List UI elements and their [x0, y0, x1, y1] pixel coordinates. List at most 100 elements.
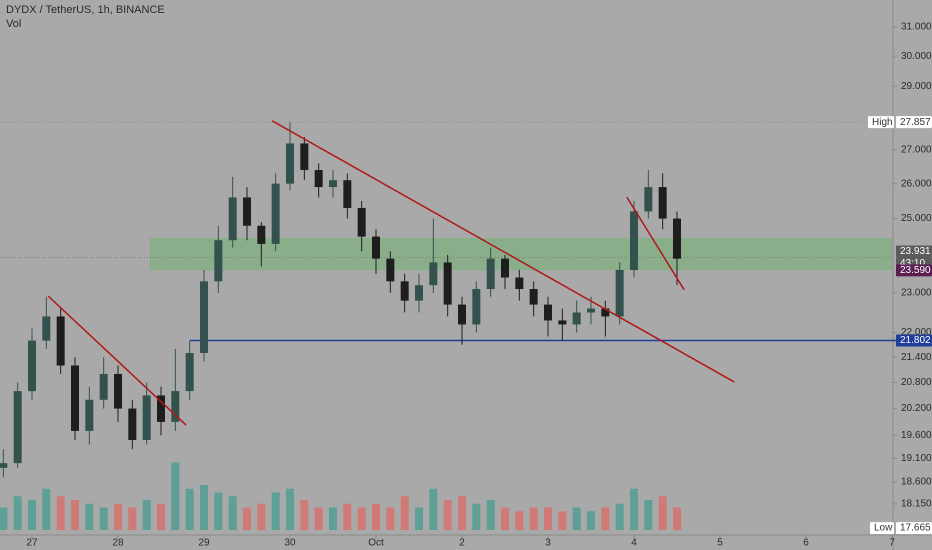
volume-bar	[672, 507, 681, 530]
volume-bar	[257, 503, 266, 530]
volume-bar	[629, 488, 638, 530]
low-label-box	[870, 522, 894, 535]
candle-body	[443, 262, 452, 305]
y-tick-label: 29.000	[901, 81, 932, 92]
volume-bar	[644, 500, 653, 530]
low-value-box	[896, 522, 932, 535]
y-tick-label: 18.150	[901, 499, 932, 510]
volume-bar	[113, 503, 122, 530]
x-tick-label: 29	[198, 538, 210, 549]
candle-body	[515, 277, 524, 290]
candle-body	[400, 281, 409, 301]
candle-body	[328, 180, 337, 188]
candle-body	[85, 399, 94, 431]
volume-bar	[572, 507, 581, 530]
volume-bar	[486, 500, 495, 530]
chart-title: DYDX / TetherUS, 1h, BINANCE	[6, 4, 165, 16]
candle-body	[572, 312, 581, 325]
volume-bar	[199, 485, 208, 530]
volume-bar	[300, 500, 309, 530]
last-price: 23.931	[900, 246, 931, 257]
volume-bar	[558, 511, 567, 530]
candle-body	[214, 240, 223, 282]
volume-bar	[271, 492, 280, 530]
y-tick-label: 19.600	[901, 430, 932, 441]
x-tick-label: 3	[545, 538, 551, 549]
volume-bar	[242, 507, 251, 530]
volume-bar	[658, 496, 667, 530]
volume-bar	[85, 503, 94, 530]
volume-bar	[328, 507, 337, 530]
candle-body	[314, 170, 323, 188]
candle-body	[386, 258, 395, 282]
volume-bar	[70, 500, 79, 530]
volume-bar	[343, 503, 352, 530]
y-tick-label: 26.000	[901, 178, 932, 189]
candle-body	[56, 316, 65, 366]
y-tick-label: 19.100	[901, 453, 932, 464]
candle-body	[142, 395, 151, 440]
volume-bar	[472, 503, 481, 530]
candle-body	[429, 262, 438, 286]
candle-body	[414, 285, 423, 301]
x-tick-label: 6	[803, 538, 809, 549]
x-tick-label: 4	[631, 538, 637, 549]
volume-bar	[13, 496, 22, 530]
volume-bar	[228, 496, 237, 530]
y-tick-label: 31.000	[901, 22, 932, 33]
last-price-box	[896, 245, 932, 258]
trendline	[626, 196, 685, 291]
y-tick-label: 27.000	[901, 145, 932, 156]
volume-bar	[414, 507, 423, 530]
volume-bar	[156, 503, 165, 530]
volume-bar	[615, 503, 624, 530]
high-label: High	[872, 117, 893, 128]
y-tick-label: 18.600	[901, 477, 932, 488]
volume-bar	[457, 496, 466, 530]
candle-body	[199, 281, 208, 353]
candle-body	[156, 395, 165, 422]
candle-body	[457, 304, 466, 325]
y-tick-label: 25.000	[901, 213, 932, 224]
volume-bar	[601, 507, 610, 530]
volume-bar	[185, 488, 194, 530]
candle-body	[371, 236, 380, 259]
candle-body	[343, 180, 352, 208]
volume-bar	[500, 507, 509, 530]
volume-bar	[56, 496, 65, 530]
candle-body	[13, 391, 22, 464]
candle-body	[629, 211, 638, 270]
zone-low-box	[896, 264, 932, 277]
candle-body	[128, 408, 137, 440]
candle-body	[300, 143, 309, 171]
zone-low: 23.590	[900, 265, 931, 276]
candle-body	[171, 391, 180, 422]
candle-body	[500, 258, 509, 278]
volume-bar	[214, 492, 223, 530]
candle-body	[285, 143, 294, 184]
volume-bar	[586, 511, 595, 530]
candle-body	[0, 463, 8, 468]
volume-bar	[285, 488, 294, 530]
volume-bar	[27, 500, 36, 530]
candle-body	[242, 197, 251, 226]
candle-body	[558, 320, 567, 325]
x-tick-label: 27	[26, 538, 38, 549]
volume-bar	[543, 507, 552, 530]
volume-bar	[128, 507, 137, 530]
low-label: Low	[874, 523, 893, 534]
candle-body	[672, 218, 681, 259]
volume-bar	[429, 488, 438, 530]
candle-body	[644, 187, 653, 212]
volume-bar	[386, 507, 395, 530]
volume-bar	[171, 462, 180, 530]
volume-bar	[515, 511, 524, 530]
candle-body	[586, 308, 595, 313]
candle-body	[486, 258, 495, 290]
candle-body	[658, 187, 667, 219]
volume-label: Vol	[6, 18, 21, 30]
y-tick-label: 21.400	[901, 352, 932, 363]
high-value: 27.857	[900, 117, 931, 128]
candle-body	[42, 316, 51, 341]
